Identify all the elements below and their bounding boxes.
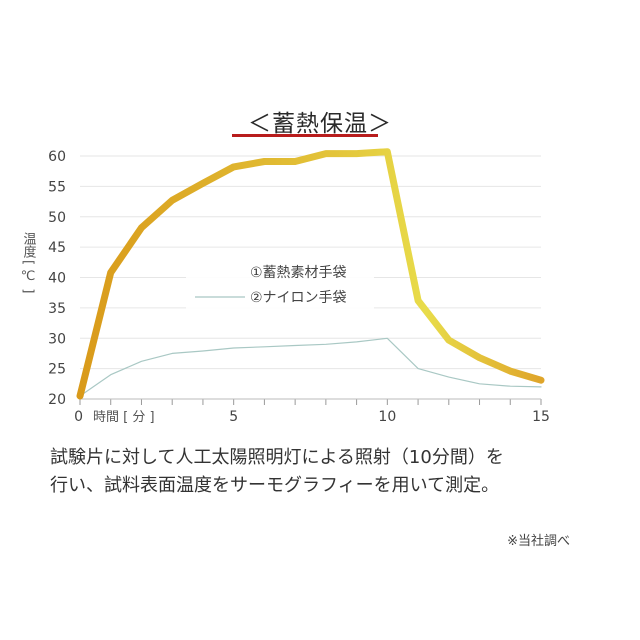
series-lines: [76, 148, 545, 400]
x-tick-label-10: 10: [378, 409, 396, 425]
x-tick-label-5: 5: [229, 409, 238, 425]
legend-box: [186, 258, 374, 310]
legend-label-gold: ①蓄熱素材手袋: [250, 265, 347, 281]
y-tick-labels: 20 25 30 35 40 45 50 55 60: [48, 149, 66, 408]
y-axis-title: 温度 [ ℃ ]: [16, 232, 40, 293]
x-tick-label-15: 15: [532, 409, 550, 425]
title-underline: [232, 134, 378, 137]
x-tick-labels: 0 5 10 15: [74, 409, 550, 425]
y-axis-title-line1: 温度: [20, 232, 36, 258]
caption-line-2: 行い、試料表面温度をサーモグラフィーを用いて測定。: [50, 475, 500, 496]
y-tick-label-55: 55: [48, 179, 66, 195]
y-tick-label-25: 25: [48, 362, 66, 378]
legend: ①蓄熱素材手袋 ②ナイロン手袋: [186, 258, 374, 310]
source-note: ※当社調べ: [507, 534, 570, 549]
y-tick-label-40: 40: [48, 271, 66, 287]
caption: 試験片に対して人工太陽照明灯による照射（10分間）を 行い、試料表面温度をサーモ…: [50, 444, 610, 500]
y-axis-title-line2: [ ℃ ]: [20, 260, 36, 294]
y-tick-label-20: 20: [48, 392, 66, 408]
chart-title: ＜蓄熱保温＞: [248, 111, 392, 137]
x-axis-unit: 時間 [ 分 ]: [93, 410, 155, 425]
x-tick-label-0: 0: [74, 409, 83, 425]
y-tick-label-60: 60: [48, 149, 66, 165]
series-line-gold: [76, 148, 545, 400]
y-tick-label-35: 35: [48, 301, 66, 317]
caption-line-1: 試験片に対して人工太陽照明灯による照射（10分間）を: [50, 447, 504, 468]
legend-label-nylon: ②ナイロン手袋: [250, 290, 347, 306]
y-tick-label-45: 45: [48, 240, 66, 256]
series-line-nylon: [79, 337, 542, 397]
y-tick-label-30: 30: [48, 331, 66, 347]
y-tick-label-50: 50: [48, 210, 66, 226]
